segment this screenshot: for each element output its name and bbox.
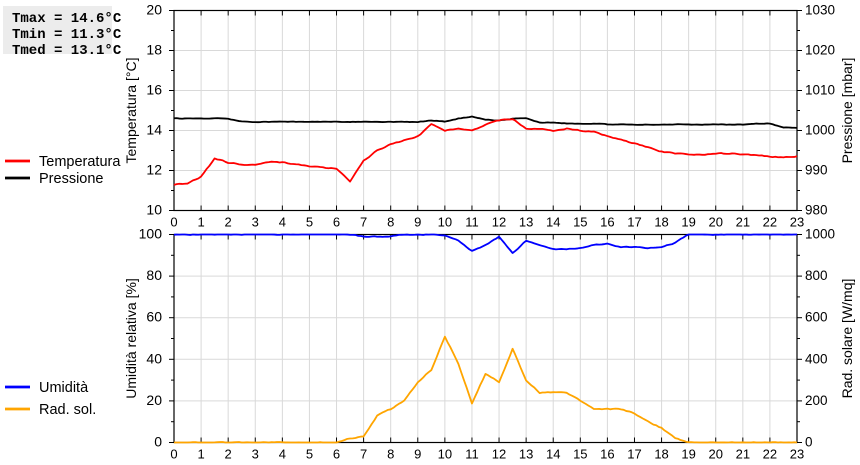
svg-text:14: 14	[546, 215, 560, 230]
svg-text:4: 4	[279, 447, 286, 461]
svg-text:12: 12	[492, 447, 506, 461]
svg-text:800: 800	[805, 268, 828, 283]
svg-text:1000: 1000	[805, 227, 835, 242]
svg-text:7: 7	[360, 447, 367, 461]
svg-text:18: 18	[654, 215, 668, 230]
svg-text:Tmed = 13.1°C: Tmed = 13.1°C	[12, 43, 122, 59]
svg-text:16: 16	[146, 82, 162, 98]
svg-text:11: 11	[465, 215, 479, 230]
svg-text:21: 21	[736, 447, 750, 461]
svg-text:11: 11	[465, 447, 479, 461]
svg-text:23: 23	[790, 447, 804, 461]
svg-text:0: 0	[170, 215, 177, 230]
svg-text:Pressione: Pressione	[39, 171, 103, 187]
svg-text:21: 21	[736, 215, 750, 230]
svg-text:19: 19	[681, 215, 695, 230]
svg-text:20: 20	[146, 392, 162, 408]
svg-text:20: 20	[146, 2, 162, 18]
svg-text:15: 15	[573, 447, 587, 461]
svg-text:0: 0	[170, 447, 177, 461]
svg-text:9: 9	[414, 447, 421, 461]
svg-text:13: 13	[519, 215, 533, 230]
svg-text:14: 14	[546, 447, 560, 461]
svg-text:9: 9	[414, 215, 421, 230]
svg-text:19: 19	[681, 447, 695, 461]
svg-text:20: 20	[709, 215, 723, 230]
svg-text:23: 23	[790, 215, 804, 230]
svg-text:1: 1	[197, 215, 204, 230]
svg-text:100: 100	[139, 226, 163, 242]
svg-text:18: 18	[654, 447, 668, 461]
svg-text:Umidità relativa [%]: Umidità relativa [%]	[123, 278, 139, 399]
svg-text:20: 20	[709, 447, 723, 461]
svg-text:2: 2	[225, 215, 232, 230]
svg-text:5: 5	[306, 447, 313, 461]
svg-text:10: 10	[438, 215, 452, 230]
svg-text:40: 40	[146, 350, 162, 366]
svg-text:7: 7	[360, 215, 367, 230]
svg-text:10: 10	[146, 202, 162, 218]
svg-text:Rad. solare [W/mq]: Rad. solare [W/mq]	[839, 279, 855, 399]
svg-text:22: 22	[763, 215, 777, 230]
svg-text:18: 18	[146, 42, 162, 58]
svg-text:3: 3	[252, 215, 259, 230]
svg-text:1000: 1000	[805, 123, 835, 138]
svg-text:2: 2	[225, 447, 232, 461]
svg-text:3: 3	[252, 447, 259, 461]
svg-text:17: 17	[627, 215, 641, 230]
svg-text:Tmax = 14.6°C: Tmax = 14.6°C	[12, 11, 122, 27]
svg-text:4: 4	[279, 215, 286, 230]
svg-text:10: 10	[438, 447, 452, 461]
svg-text:22: 22	[763, 447, 777, 461]
svg-text:17: 17	[627, 447, 641, 461]
svg-text:13: 13	[519, 447, 533, 461]
svg-text:1030: 1030	[805, 3, 835, 18]
svg-text:Tmin = 11.3°C: Tmin = 11.3°C	[12, 27, 122, 43]
svg-text:Temperatura [°C]: Temperatura [°C]	[123, 58, 139, 164]
svg-text:1020: 1020	[805, 43, 835, 58]
svg-text:Umidità: Umidità	[39, 380, 89, 396]
svg-text:600: 600	[805, 310, 828, 325]
svg-text:12: 12	[492, 215, 506, 230]
svg-text:1010: 1010	[805, 83, 835, 98]
svg-text:14: 14	[146, 122, 162, 138]
svg-text:80: 80	[146, 267, 162, 283]
svg-text:Temperatura: Temperatura	[39, 154, 121, 170]
svg-text:15: 15	[573, 215, 587, 230]
svg-text:Pressione [mbar]: Pressione [mbar]	[839, 58, 855, 164]
svg-text:200: 200	[805, 393, 828, 408]
svg-text:8: 8	[387, 215, 394, 230]
svg-text:0: 0	[154, 434, 162, 450]
svg-text:16: 16	[600, 215, 614, 230]
svg-text:400: 400	[805, 351, 828, 366]
svg-text:Rad. sol.: Rad. sol.	[39, 402, 96, 418]
svg-text:990: 990	[805, 163, 828, 178]
svg-text:16: 16	[600, 447, 614, 461]
svg-text:0: 0	[805, 435, 813, 450]
svg-text:1: 1	[197, 447, 204, 461]
svg-text:980: 980	[805, 203, 828, 218]
svg-text:6: 6	[333, 447, 340, 461]
svg-text:12: 12	[146, 162, 162, 178]
svg-text:60: 60	[146, 309, 162, 325]
svg-text:5: 5	[306, 215, 313, 230]
svg-text:8: 8	[387, 447, 394, 461]
svg-text:6: 6	[333, 215, 340, 230]
